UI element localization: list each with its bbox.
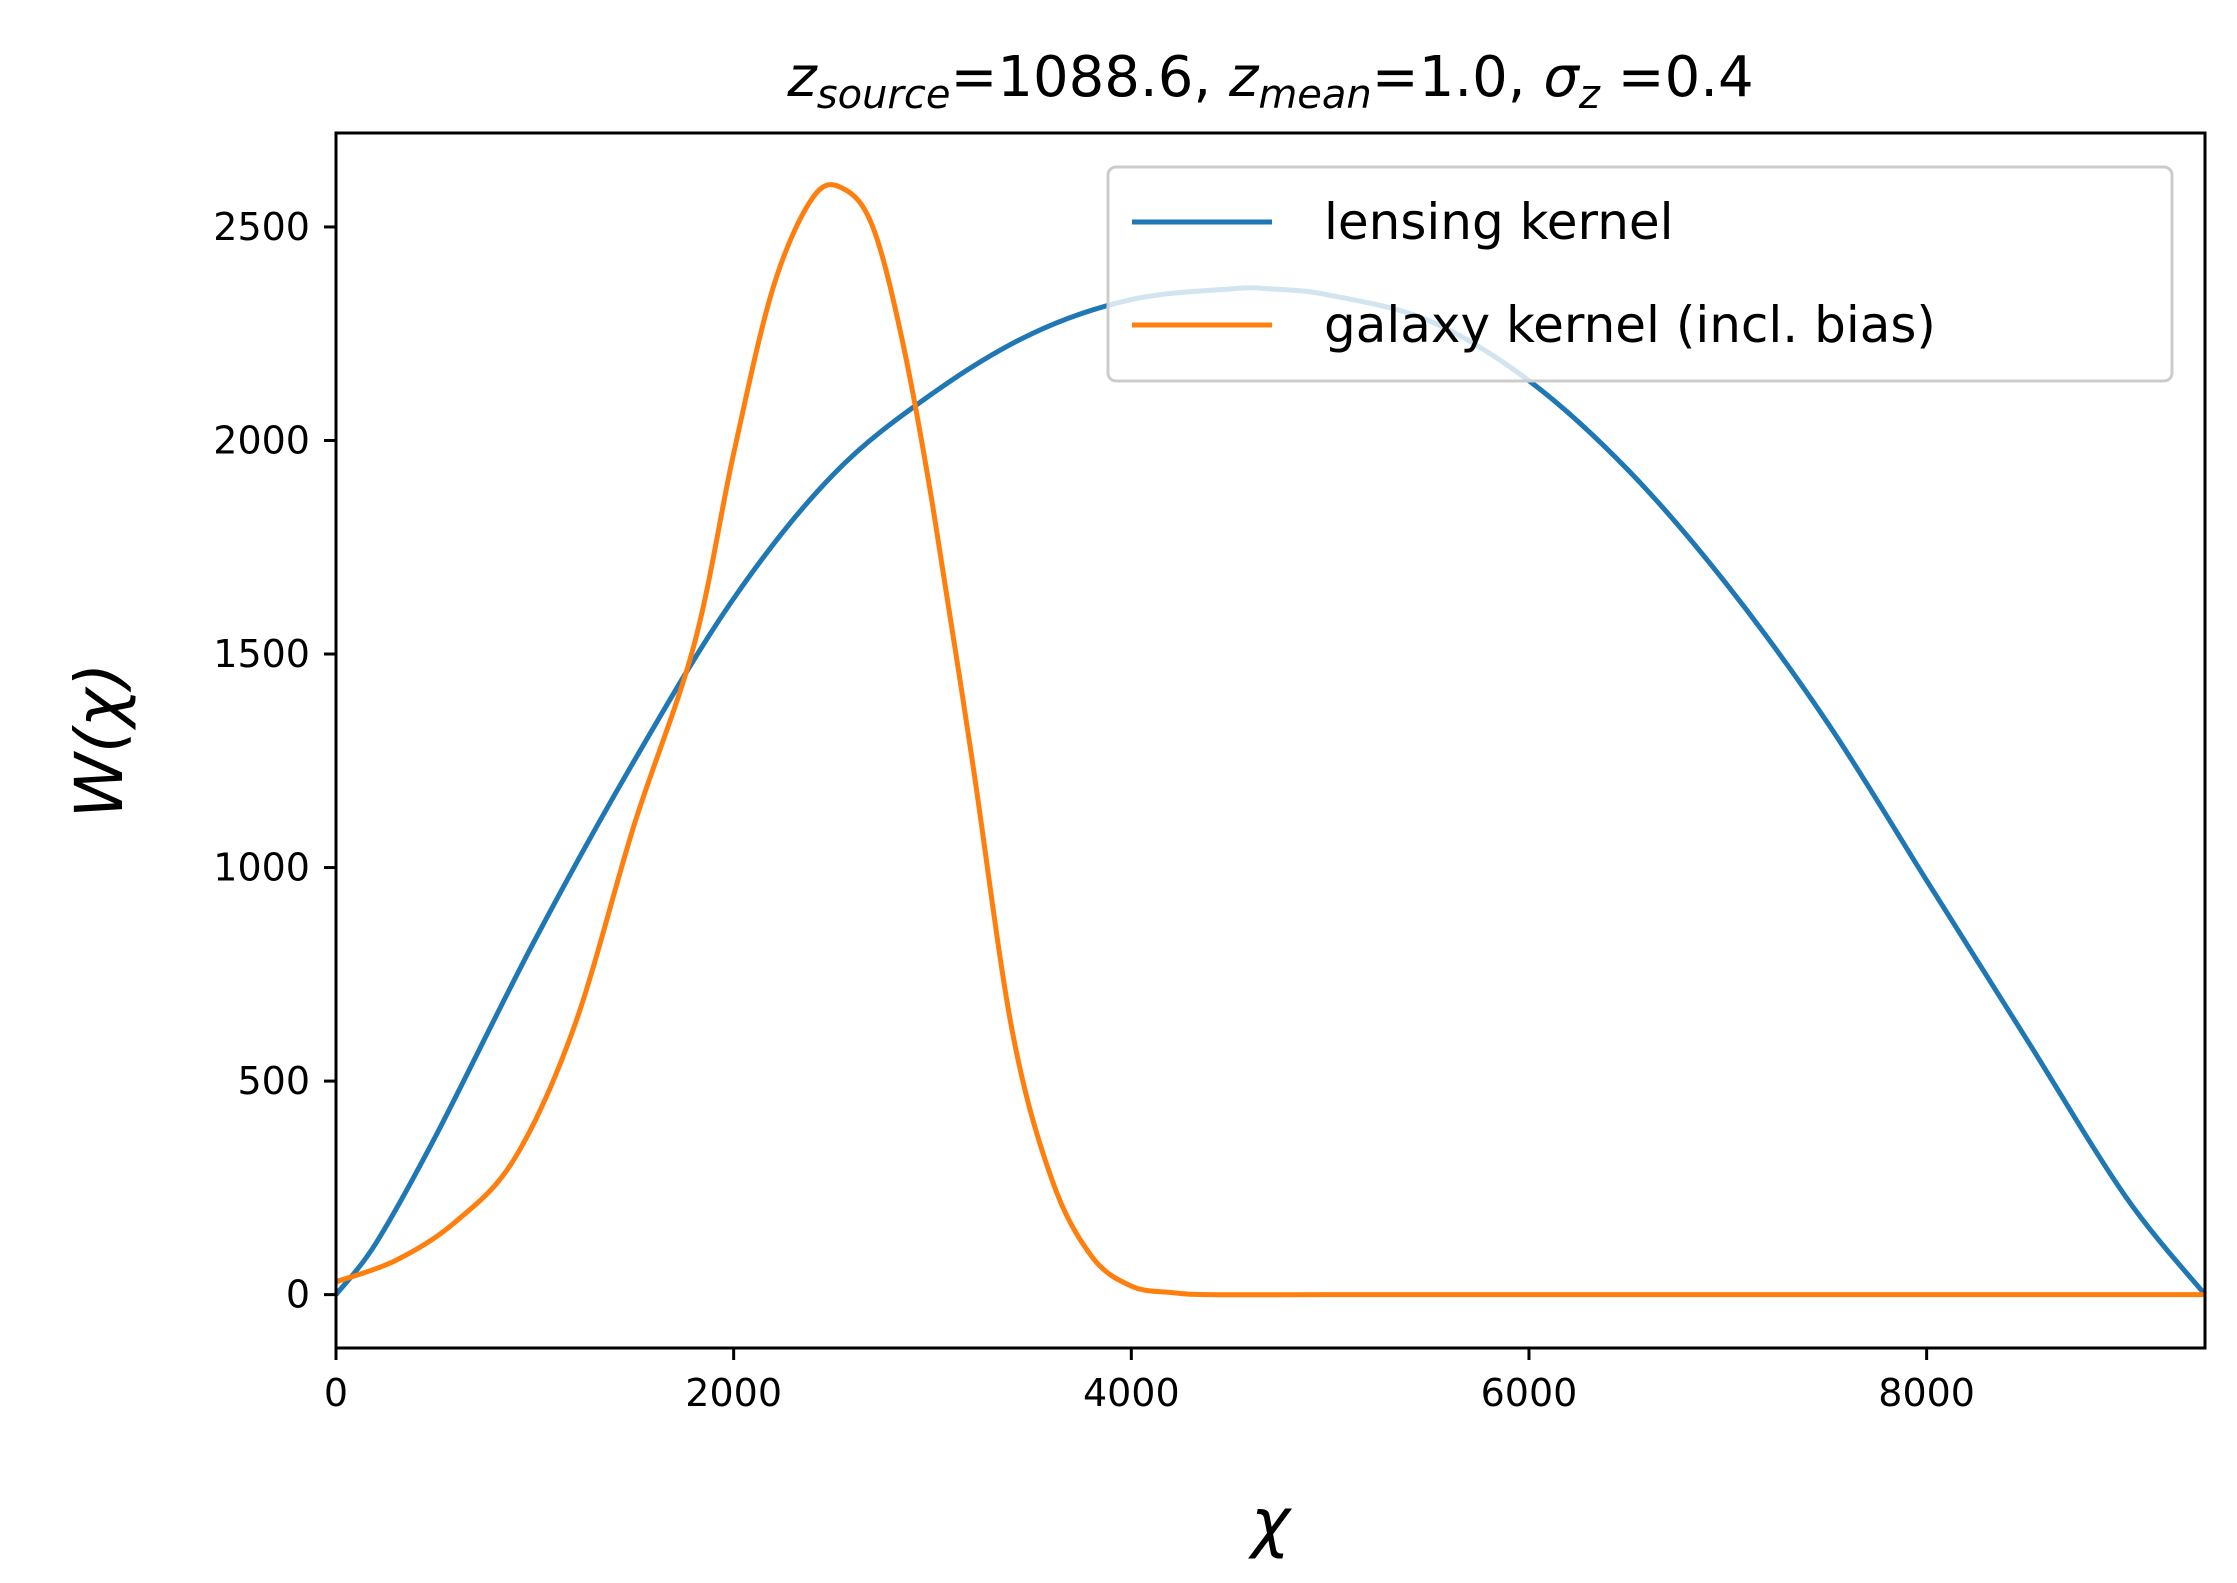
series-line-0 — [334, 285, 2207, 1297]
y-tick-label: 0 — [286, 1273, 310, 1317]
x-axis-label: χ — [1248, 1484, 1293, 1561]
y-axis-label: W(χ) — [61, 663, 138, 819]
x-tick-label: 4000 — [1083, 1371, 1180, 1415]
title-part: mean — [1258, 72, 1371, 118]
y-tick-label: 500 — [237, 1059, 310, 1103]
y-tick-label: 2000 — [213, 418, 310, 462]
title-text: zsource=1088.6, zmean=1.0, σz =0.4 — [786, 45, 1753, 118]
x-tick-label: 6000 — [1481, 1371, 1578, 1415]
legend: lensing kernel galaxy kernel (incl. bias) — [1106, 165, 2174, 383]
title-part: z — [786, 45, 818, 110]
title-part: =0.4 — [1600, 45, 1754, 110]
title-part: z — [1228, 45, 1260, 110]
legend-box — [1106, 165, 2174, 383]
plot-frame — [334, 131, 2207, 1350]
x-tick-label: 8000 — [1878, 1371, 1975, 1415]
x-tick-label: 2000 — [685, 1371, 782, 1415]
legend-label: lensing kernel — [1324, 193, 1674, 251]
title-part: =1088.6, — [950, 45, 1228, 110]
title-part: z — [1578, 72, 1601, 118]
title-part: source — [817, 72, 951, 118]
series-line-1 — [335, 182, 2205, 1298]
title-part: σ — [1543, 45, 1580, 110]
x-axis-ticks: 0 2000 4000 6000 8000 — [324, 1348, 1975, 1415]
y-tick-label: 1000 — [213, 846, 310, 890]
x-tick-label: 0 — [324, 1371, 348, 1415]
chart-title: zsource=1088.6, zmean=1.0, σz =0.4 — [786, 45, 1753, 118]
title-part: =1.0, — [1372, 45, 1544, 110]
y-tick-label: 2500 — [213, 205, 310, 249]
y-axis-ticks: 0 500 1000 1500 2000 2500 — [213, 205, 336, 1317]
y-tick-label: 1500 — [213, 632, 310, 676]
legend-label: galaxy kernel (incl. bias) — [1324, 296, 1936, 354]
